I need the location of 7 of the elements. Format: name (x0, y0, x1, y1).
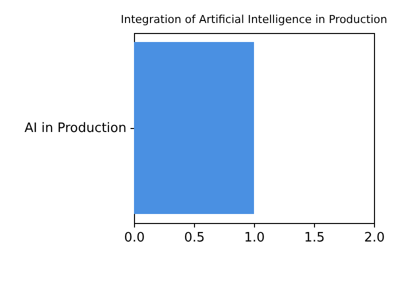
chart-title: Integration of Artificial Intelligence in Production (120, 13, 388, 26)
y-tick-label: AI in Production (24, 121, 126, 136)
x-tick-label: 0.5 (184, 230, 205, 246)
x-tick-label: 2.0 (364, 230, 385, 246)
x-tick-label: 0.0 (124, 230, 145, 246)
x-tick-label: 1.5 (304, 230, 325, 246)
x-tick-label: 1.0 (244, 230, 265, 246)
